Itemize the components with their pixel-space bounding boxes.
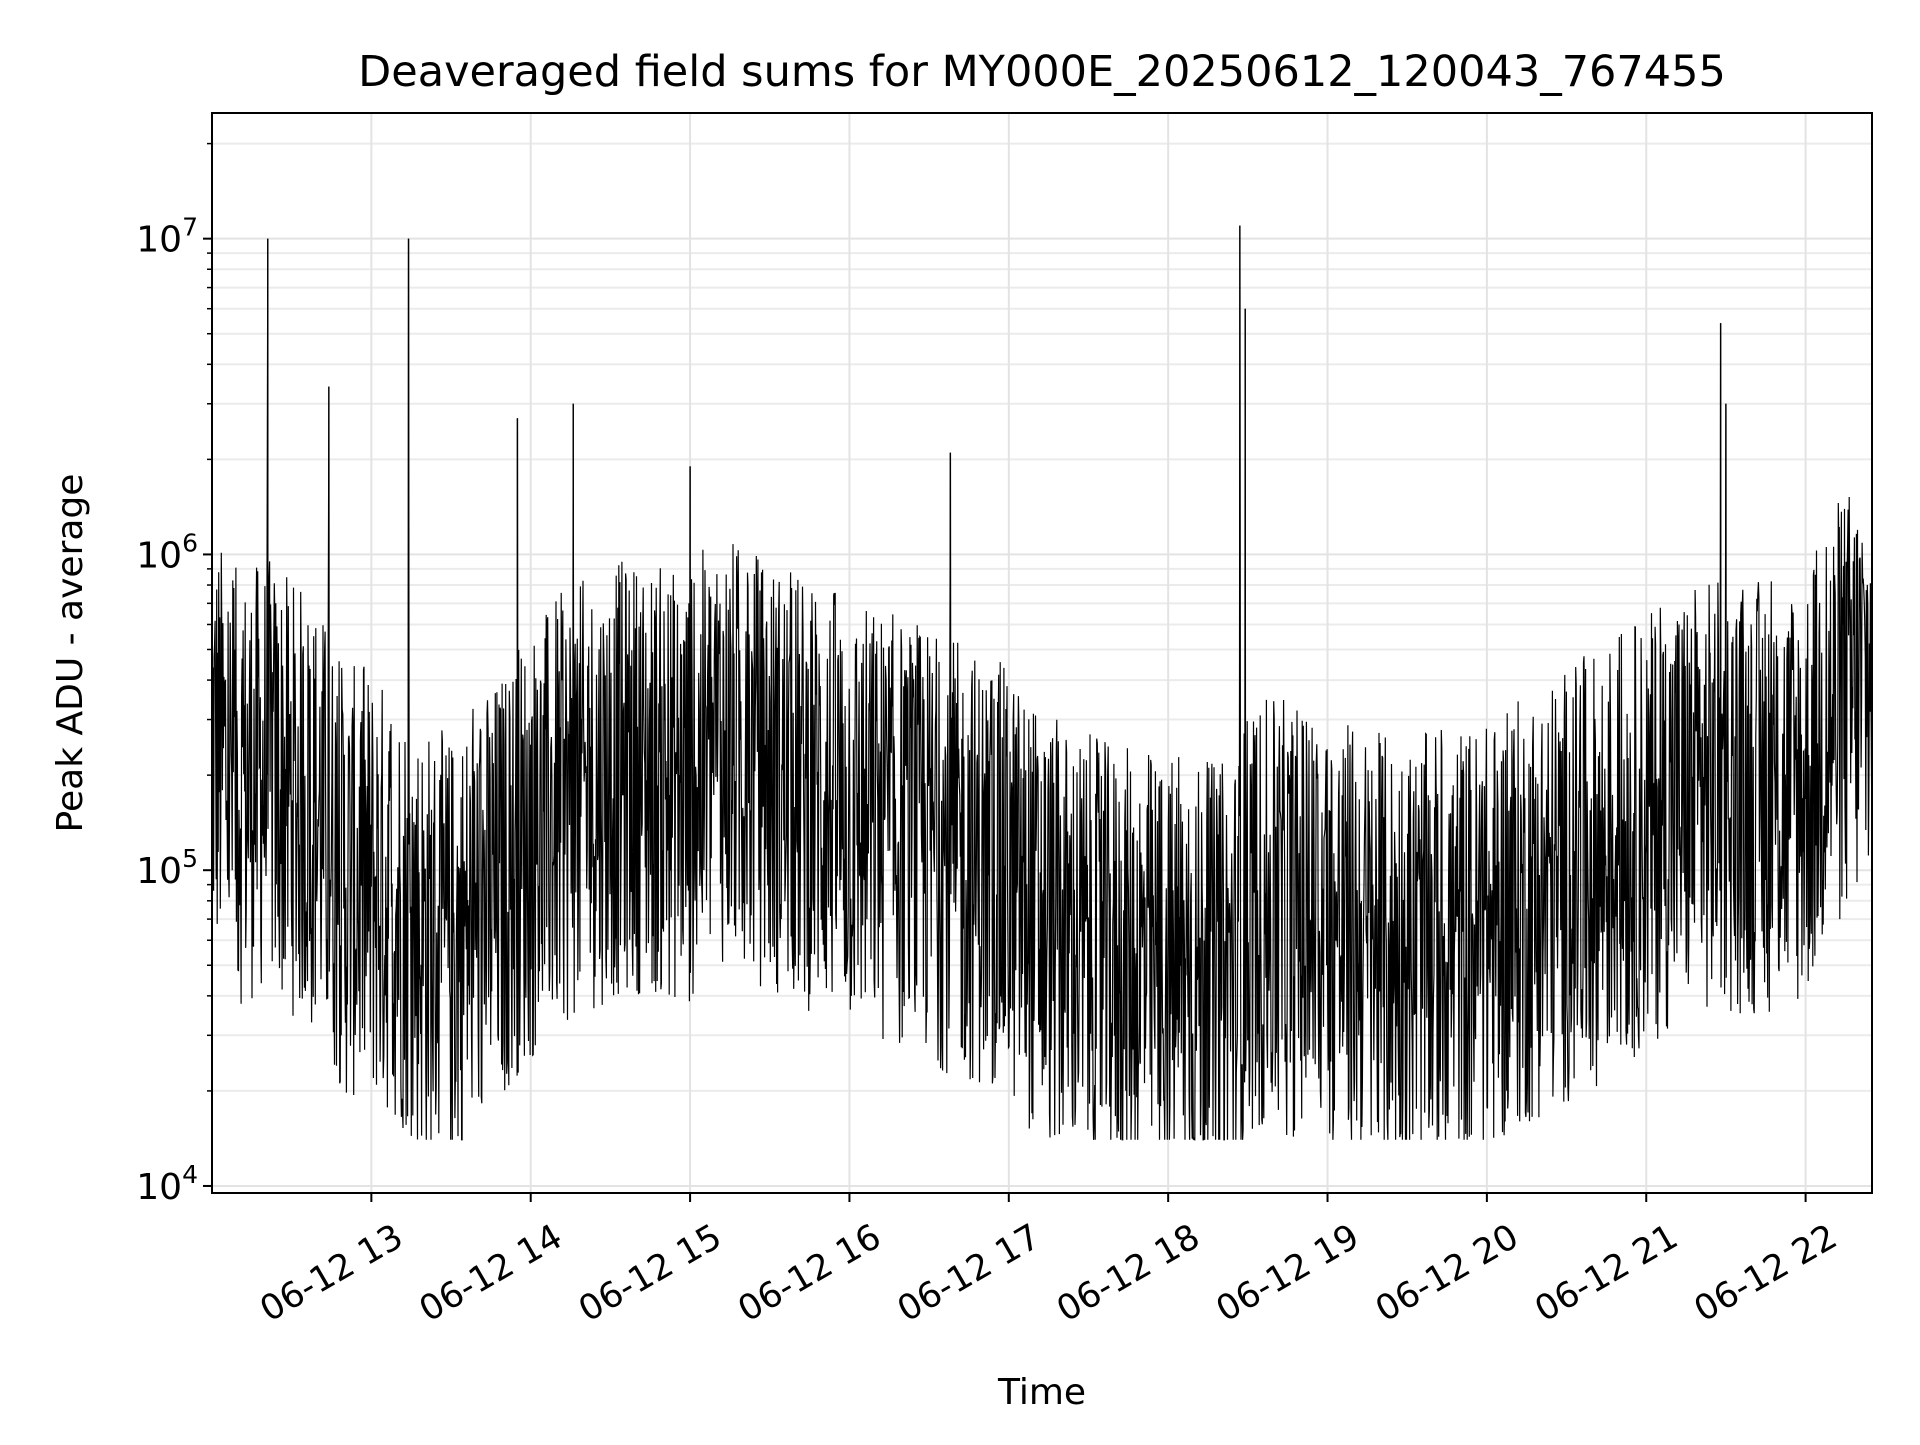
x-tick-label-group: 06-12 19 — [1210, 1217, 1366, 1330]
x-tick-label-group: 06-12 13 — [254, 1217, 410, 1330]
x-tick-label: 06-12 15 — [572, 1217, 728, 1330]
x-tick-label-group: 06-12 22 — [1688, 1217, 1844, 1330]
x-tick-label: 06-12 21 — [1528, 1217, 1684, 1330]
x-tick-label: 06-12 20 — [1369, 1217, 1525, 1330]
x-axis-label: Time — [997, 1372, 1086, 1413]
y-tick-label: 104 — [136, 1160, 198, 1208]
x-tick-label: 06-12 14 — [413, 1217, 569, 1330]
x-tick-label: 06-12 22 — [1688, 1217, 1844, 1330]
x-tick-label-group: 06-12 16 — [732, 1217, 888, 1330]
x-tick-label-group: 06-12 21 — [1528, 1217, 1684, 1330]
chart-title: Deaveraged field sums for MY000E_2025061… — [358, 47, 1726, 97]
x-tick-label: 06-12 18 — [1050, 1217, 1206, 1330]
x-axis-ticks: 06-12 13 06-12 14 06-12 15 06-12 16 06-12 17… — [254, 1193, 1844, 1330]
x-tick-label-group: 06-12 17 — [891, 1217, 1047, 1330]
x-tick-label-group: 06-12 15 — [572, 1217, 728, 1330]
x-tick-label: 06-12 17 — [891, 1217, 1047, 1330]
y-tick-label: 105 — [136, 844, 198, 892]
x-tick-label-group: 06-12 18 — [1050, 1217, 1206, 1330]
x-tick-label: 06-12 13 — [254, 1217, 410, 1330]
series-line — [212, 225, 1872, 1141]
plot-frame — [211, 112, 1873, 1194]
y-axis-ticks: 104 105 106 107 — [136, 142, 212, 1208]
y-axis-label: Peak ADU - average — [50, 474, 91, 833]
y-tick-label: 106 — [136, 528, 198, 576]
x-tick-label-group: 06-12 14 — [413, 1217, 569, 1330]
x-tick-label: 06-12 16 — [732, 1217, 888, 1330]
x-tick-label: 06-12 19 — [1210, 1217, 1366, 1330]
series-layer — [212, 225, 1872, 1141]
x-tick-label-group: 06-12 20 — [1369, 1217, 1525, 1330]
y-tick-label: 107 — [136, 213, 198, 261]
